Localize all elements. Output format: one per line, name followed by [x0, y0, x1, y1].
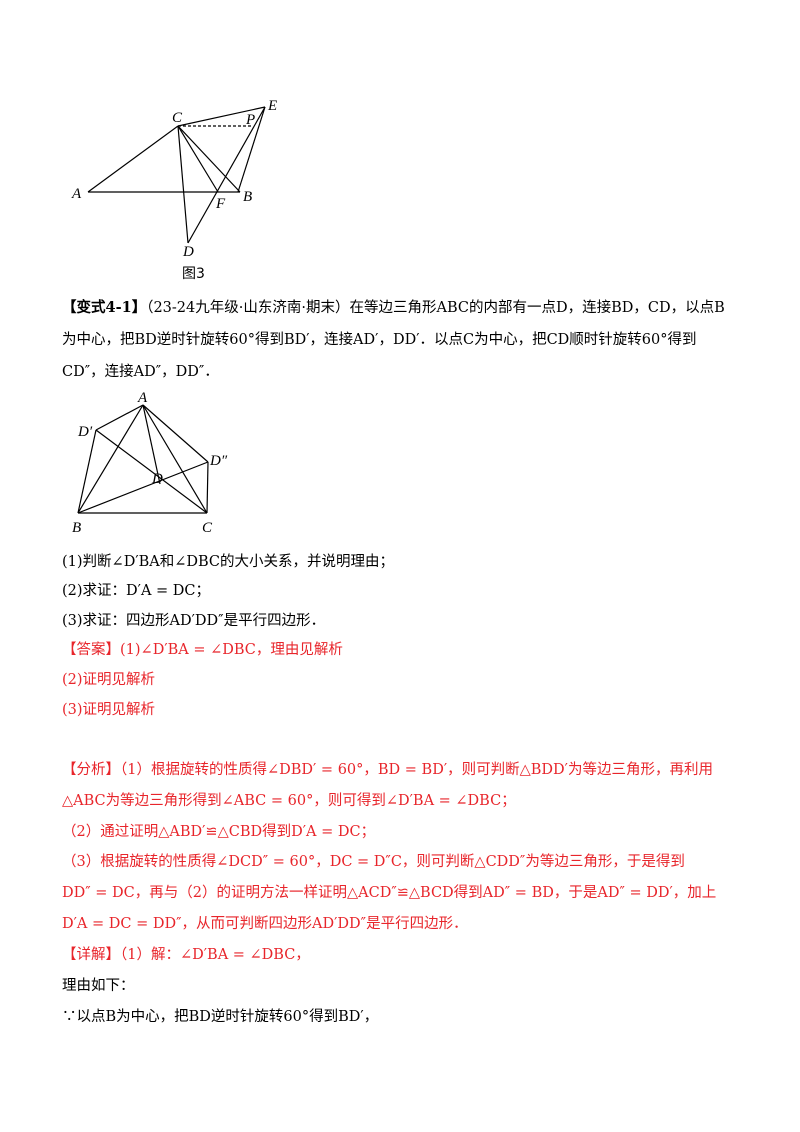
point-label: C: [172, 110, 183, 126]
point-label: A: [71, 186, 82, 202]
point-label: D″: [209, 453, 228, 469]
point-label: D: [182, 244, 194, 260]
question: (3)求证：四边形AD′DD″是平行四边形．: [62, 613, 326, 629]
problem-line: 为中心，把BD逆时针旋转60°得到BD′，连接AD′，DD′．以点C为中心，把C…: [62, 332, 697, 348]
question: (1)判断∠D′BA和∠DBC的大小关系，并说明理由；: [62, 554, 395, 570]
point-label: E: [267, 98, 277, 114]
detail-line: 【详解】（1）解：∠D′BA = ∠DBC，: [62, 947, 310, 963]
answer-line: 【答案】(1)∠D′BA = ∠DBC，理由见解析: [62, 642, 343, 658]
detail-line: ∵以点B为中心，把BD逆时针旋转60°得到BD′，: [62, 1009, 379, 1025]
point-label: B: [72, 520, 81, 536]
figures: C E P A B F D 图3 A D′ D″ D B C: [71, 98, 277, 536]
point-label: P: [245, 112, 255, 128]
problem-tag: 【变式4-1】: [62, 299, 147, 316]
point-label: D: [151, 471, 163, 487]
problem-line: 【变式4-1】（23-24九年级·山东济南·期末）在等边三角形ABC的内部有一点…: [62, 298, 725, 318]
point-label: F: [215, 196, 226, 212]
analysis-line: （3）根据旋转的性质得∠DCD″ = 60°，DC = D″C，则可判断△CDD…: [62, 854, 685, 870]
analysis-line: △ABC为等边三角形得到∠ABC = 60°，则可得到∠D′BA = ∠DBC；: [62, 793, 516, 809]
question: (2)求证：D′A = DC；: [62, 583, 211, 599]
point-label: A: [137, 390, 148, 406]
point-label: D′: [77, 424, 93, 440]
analysis-line: DD″ = DC，再与（2）的证明方法一样证明△ACD″≌△BCD得到AD″ =…: [62, 885, 717, 901]
figure-caption: 图3: [182, 266, 205, 282]
figure-3: C E P A B F D 图3: [71, 98, 277, 282]
text: （23-24九年级·山东济南·期末）在等边三角形ABC的内部有一点D，连接BD，…: [146, 300, 725, 316]
point-label: C: [202, 520, 213, 536]
analysis-line: （2）通过证明△ABD′≌△CBD得到D′A = DC；: [62, 824, 376, 840]
analysis-line: 【分析】（1）根据旋转的性质得∠DBD′ = 60°，BD = BD′，则可判断…: [62, 762, 713, 778]
answer-line: (3)证明见解析: [62, 702, 156, 718]
figure-2: A D′ D″ D B C: [72, 390, 228, 536]
detail-line: 理由如下：: [62, 978, 135, 994]
problem-line: CD″，连接AD″，DD″．: [62, 364, 219, 380]
answer-line: (2)证明见解析: [62, 672, 156, 688]
point-label: B: [243, 189, 252, 205]
analysis-line: D′A = DC = DD″，从而可判断四边形AD′DD″是平行四边形．: [62, 916, 468, 932]
